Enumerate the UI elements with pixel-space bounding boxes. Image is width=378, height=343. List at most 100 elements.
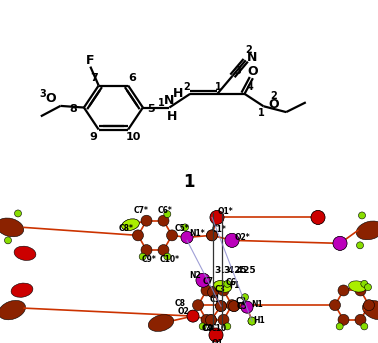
Circle shape: [133, 230, 144, 241]
Circle shape: [242, 294, 248, 301]
Circle shape: [228, 301, 240, 311]
Circle shape: [248, 317, 256, 325]
Ellipse shape: [214, 281, 231, 292]
Circle shape: [208, 287, 218, 298]
Ellipse shape: [0, 218, 24, 237]
Ellipse shape: [214, 281, 231, 292]
Text: 2: 2: [271, 92, 277, 102]
Ellipse shape: [363, 300, 378, 320]
Text: 5: 5: [147, 104, 155, 114]
Circle shape: [226, 300, 237, 311]
Ellipse shape: [122, 219, 139, 230]
Circle shape: [338, 314, 349, 325]
Circle shape: [355, 314, 366, 325]
Text: 7: 7: [90, 73, 98, 83]
Circle shape: [330, 300, 341, 311]
Text: 8: 8: [70, 104, 77, 114]
Circle shape: [158, 245, 169, 256]
Circle shape: [355, 285, 366, 296]
Text: 2: 2: [184, 82, 191, 92]
Circle shape: [158, 215, 169, 226]
Circle shape: [199, 323, 206, 330]
Text: 1: 1: [215, 82, 222, 92]
Text: 1: 1: [183, 174, 195, 191]
Circle shape: [181, 224, 189, 231]
Text: O2*: O2*: [234, 233, 250, 242]
Text: C5: C5: [237, 301, 247, 311]
Text: 3: 3: [234, 66, 241, 76]
Text: C1: C1: [209, 295, 220, 304]
Text: N: N: [164, 94, 175, 107]
Circle shape: [139, 253, 146, 260]
Text: 6: 6: [129, 73, 136, 83]
Circle shape: [215, 301, 226, 311]
Text: C2: C2: [235, 297, 246, 306]
Circle shape: [356, 242, 364, 249]
Text: 9: 9: [89, 132, 97, 142]
Circle shape: [333, 236, 347, 250]
Text: N1: N1: [251, 300, 263, 309]
Text: C5*: C5*: [175, 224, 189, 233]
Circle shape: [333, 236, 347, 250]
Circle shape: [164, 211, 171, 217]
Text: C8: C8: [175, 299, 186, 308]
Text: 3. 425: 3. 425: [224, 266, 256, 275]
Text: 2: 2: [245, 45, 252, 55]
Text: C6*: C6*: [158, 206, 173, 215]
Text: 3. 425: 3. 425: [215, 266, 247, 275]
Circle shape: [206, 315, 217, 326]
Circle shape: [141, 215, 152, 226]
Text: F: F: [86, 54, 94, 67]
Text: N1*: N1*: [189, 229, 205, 238]
Text: 1: 1: [158, 98, 164, 108]
Circle shape: [225, 233, 239, 247]
Circle shape: [311, 211, 325, 224]
Circle shape: [187, 310, 199, 322]
Text: O1*: O1*: [217, 207, 233, 216]
Ellipse shape: [14, 246, 36, 260]
Text: C9: C9: [203, 324, 214, 333]
Circle shape: [364, 300, 375, 311]
Text: C6: C6: [226, 278, 237, 287]
Circle shape: [206, 230, 217, 241]
Ellipse shape: [349, 281, 366, 292]
Circle shape: [311, 211, 325, 224]
Circle shape: [224, 323, 231, 330]
Text: C10: C10: [211, 324, 226, 333]
Text: C4: C4: [201, 323, 212, 333]
Ellipse shape: [122, 219, 139, 230]
Circle shape: [201, 314, 212, 325]
Text: 3: 3: [39, 90, 46, 99]
Text: C9*: C9*: [141, 255, 156, 263]
Text: C7: C7: [203, 277, 214, 286]
Text: C7*: C7*: [134, 206, 149, 215]
Ellipse shape: [0, 300, 25, 320]
Circle shape: [338, 285, 349, 296]
Circle shape: [209, 328, 223, 342]
Circle shape: [210, 211, 224, 224]
Text: O: O: [269, 98, 279, 111]
Circle shape: [201, 285, 212, 296]
Circle shape: [218, 314, 229, 325]
Circle shape: [336, 323, 343, 330]
Text: N2: N2: [189, 271, 201, 280]
Circle shape: [241, 301, 253, 313]
Circle shape: [166, 230, 178, 241]
Circle shape: [208, 287, 218, 298]
Circle shape: [210, 211, 224, 224]
Circle shape: [187, 310, 199, 322]
Ellipse shape: [356, 221, 378, 240]
Circle shape: [215, 301, 226, 311]
Circle shape: [361, 323, 368, 330]
Circle shape: [192, 300, 203, 311]
Ellipse shape: [11, 283, 33, 297]
Circle shape: [248, 317, 256, 325]
Text: F1: F1: [229, 281, 240, 290]
Circle shape: [224, 280, 231, 287]
Circle shape: [196, 273, 210, 287]
Circle shape: [181, 232, 193, 243]
Circle shape: [206, 315, 217, 326]
Text: O: O: [46, 92, 56, 105]
Text: H: H: [167, 109, 178, 122]
Circle shape: [14, 210, 22, 217]
